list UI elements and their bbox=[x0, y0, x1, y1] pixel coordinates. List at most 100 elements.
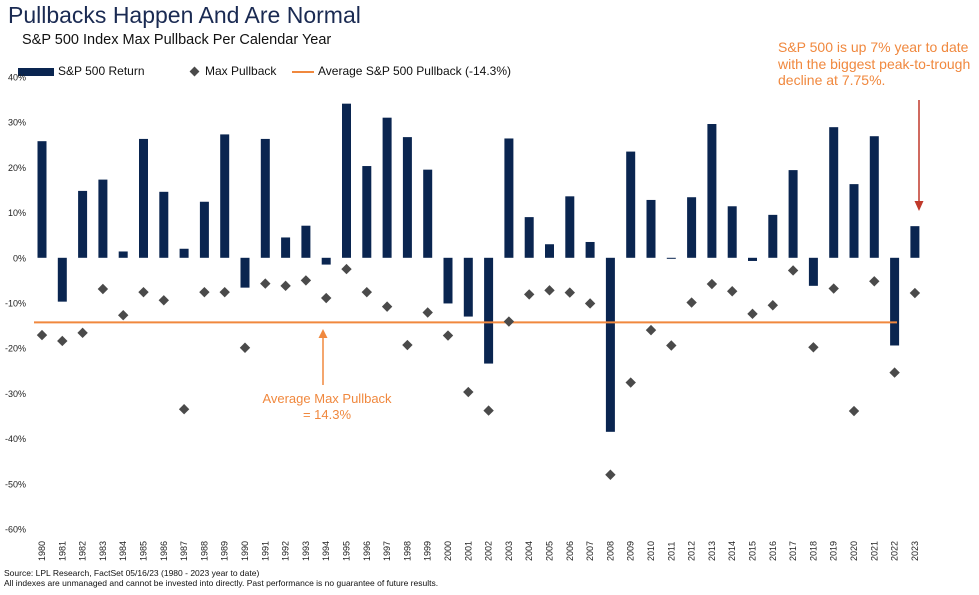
bar bbox=[260, 138, 270, 258]
bar bbox=[139, 138, 148, 258]
pullback-marker bbox=[36, 329, 48, 341]
y-tick-label: -30% bbox=[5, 389, 26, 399]
pullback-marker bbox=[909, 287, 921, 299]
bar bbox=[585, 241, 595, 258]
bar bbox=[57, 257, 67, 302]
source-note: Source: LPL Research, FactSet 05/16/23 (… bbox=[4, 568, 438, 588]
pullback-marker bbox=[341, 263, 352, 275]
bar bbox=[321, 257, 331, 265]
x-tick-label: 2009 bbox=[626, 541, 636, 561]
x-tick-label: 2016 bbox=[768, 541, 778, 561]
pullback-marker bbox=[787, 265, 799, 276]
pullback-marker bbox=[57, 335, 68, 347]
bar bbox=[382, 117, 392, 258]
x-tick-label: 2006 bbox=[565, 541, 575, 561]
x-tick-label: 2003 bbox=[504, 541, 514, 561]
bar bbox=[504, 138, 514, 258]
chart-title: Pullbacks Happen And Are Normal bbox=[8, 2, 361, 28]
bar bbox=[646, 199, 656, 258]
average-note-arrowhead bbox=[318, 329, 328, 338]
bar bbox=[240, 257, 250, 288]
y-tick-label: -40% bbox=[5, 434, 26, 444]
x-tick-label: 2004 bbox=[524, 541, 534, 561]
x-tick-label: 2013 bbox=[707, 541, 717, 561]
pullback-marker bbox=[625, 377, 636, 388]
pullback-marker bbox=[239, 342, 251, 353]
pullback-marker bbox=[138, 286, 149, 298]
x-tick-label: 1996 bbox=[362, 541, 372, 561]
pullback-marker bbox=[483, 405, 494, 416]
bar bbox=[78, 190, 88, 258]
bar bbox=[545, 244, 554, 258]
x-tick-label: 2001 bbox=[463, 541, 473, 561]
bar bbox=[98, 179, 108, 258]
x-tick-label: 2002 bbox=[484, 541, 494, 561]
bar bbox=[727, 206, 737, 258]
bar bbox=[890, 257, 900, 346]
pullback-marker bbox=[199, 286, 210, 298]
x-tick-label: 2019 bbox=[829, 541, 839, 561]
pullback-marker bbox=[97, 283, 109, 295]
x-tick-label: 1997 bbox=[382, 541, 392, 561]
pullback-marker bbox=[889, 367, 900, 378]
pullback-marker bbox=[402, 339, 413, 351]
bar bbox=[768, 214, 778, 258]
legend-item-pullback: Max Pullback bbox=[189, 64, 276, 78]
bar bbox=[301, 225, 311, 258]
pullback-marker bbox=[767, 300, 778, 311]
bar bbox=[605, 257, 615, 432]
pullback-marker bbox=[727, 286, 738, 297]
pullback-marker bbox=[706, 278, 718, 290]
x-tick-label: 2022 bbox=[890, 541, 900, 561]
y-tick-label: 30% bbox=[8, 118, 26, 128]
disclaimer-line: All indexes are unmanaged and cannot be … bbox=[4, 578, 439, 588]
pullback-marker bbox=[848, 405, 860, 417]
legend-item-average: Average S&P 500 Pullback (-14.3%) bbox=[292, 64, 511, 78]
x-tick-label: 2000 bbox=[443, 541, 453, 561]
pullback-marker bbox=[645, 324, 657, 336]
y-tick-label: -10% bbox=[5, 299, 26, 309]
x-tick-label: 1989 bbox=[220, 541, 230, 561]
x-tick-label: 2007 bbox=[585, 541, 595, 561]
y-tick-label: 20% bbox=[8, 163, 26, 173]
x-tick-label: 1998 bbox=[402, 541, 412, 561]
y-tick-label: 0% bbox=[13, 253, 26, 263]
y-tick-label: -60% bbox=[5, 525, 26, 535]
y-tick-label: 10% bbox=[8, 208, 26, 218]
bar bbox=[443, 257, 453, 304]
x-tick-label: 2014 bbox=[727, 541, 737, 561]
pullback-marker bbox=[666, 340, 677, 351]
bar bbox=[199, 201, 209, 258]
pullback-marker bbox=[605, 469, 616, 480]
x-tick-label: 1984 bbox=[118, 541, 128, 561]
pullback-marker bbox=[178, 404, 190, 415]
x-tick-label: 1986 bbox=[159, 541, 169, 561]
legend-label-return: S&P 500 Return bbox=[58, 64, 145, 78]
bar bbox=[159, 191, 169, 258]
pullback-marker bbox=[869, 276, 880, 287]
pullback-marker bbox=[747, 308, 758, 320]
legend-swatch-bar bbox=[18, 67, 54, 76]
legend-swatch-line bbox=[292, 70, 314, 73]
y-tick-label: 40% bbox=[8, 73, 26, 83]
x-tick-label: 1987 bbox=[179, 541, 189, 561]
x-tick-label: 2008 bbox=[605, 541, 615, 561]
x-tick-label: 1995 bbox=[342, 541, 352, 561]
bar bbox=[281, 237, 291, 258]
source-line: Source: LPL Research, FactSet 05/16/23 (… bbox=[4, 568, 260, 578]
x-tick-label: 2020 bbox=[849, 541, 859, 561]
x-tick-label: 1980 bbox=[37, 541, 47, 561]
chart-subtitle: S&P 500 Index Max Pullback Per Calendar … bbox=[22, 32, 332, 48]
bar bbox=[220, 134, 230, 258]
x-tick-label: 2023 bbox=[910, 541, 920, 561]
bar bbox=[829, 127, 839, 258]
x-tick-label: 2021 bbox=[869, 541, 879, 561]
x-tick-label: 1991 bbox=[260, 541, 270, 561]
pullback-marker bbox=[463, 386, 474, 398]
bar bbox=[748, 257, 757, 261]
y-tick-label: -20% bbox=[5, 344, 26, 354]
pullback-marker bbox=[158, 295, 169, 306]
bar bbox=[524, 217, 534, 258]
x-tick-label: 1994 bbox=[321, 541, 331, 561]
